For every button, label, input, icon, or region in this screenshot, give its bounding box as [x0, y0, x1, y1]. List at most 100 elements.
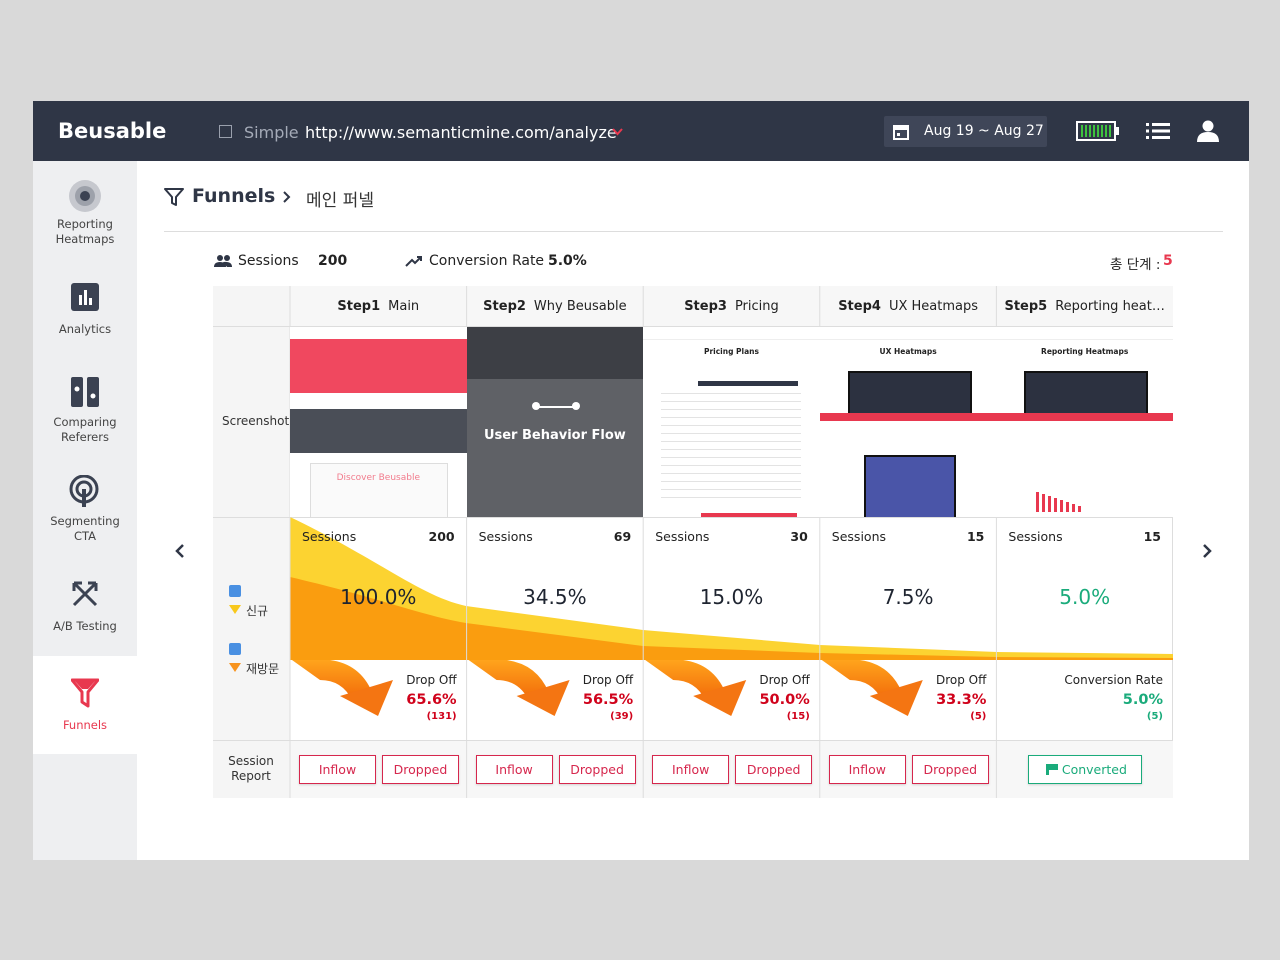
sessions-value: 200 [428, 529, 455, 544]
mock-chart-bar [1060, 500, 1064, 512]
legend-marker [229, 663, 241, 672]
mock-hero [466, 327, 644, 379]
legend-marker [229, 605, 241, 614]
report-button[interactable]: Dropped [735, 755, 813, 784]
mock-banner [290, 339, 467, 393]
mock-nav [819, 327, 997, 340]
drop-arrow [292, 660, 393, 716]
screenshot-title: Discover Beusable [336, 473, 420, 483]
step-percent: 100.0% [340, 585, 417, 609]
row-line [213, 517, 1173, 518]
report-button[interactable]: Dropped [382, 755, 459, 784]
legend-label: 신규 [246, 604, 269, 618]
ab-icon [72, 581, 98, 607]
drop-rate: 33.3% [936, 692, 987, 708]
report-button[interactable]: Inflow [475, 755, 553, 784]
step-label: Step2 [483, 299, 526, 314]
drop-rate: 5.0% [1122, 692, 1163, 708]
sessions-label: Sessions [302, 529, 357, 544]
divider [164, 231, 1223, 232]
drop-label: Drop Off [582, 673, 634, 687]
drop-arrow [645, 660, 747, 716]
heatmap-icon [69, 180, 101, 212]
sessions-icon [214, 255, 232, 267]
report-button[interactable]: Inflow [828, 755, 906, 784]
sessions-value: 15 [966, 529, 985, 544]
url-dropdown[interactable] [612, 128, 623, 136]
report-button[interactable]: Converted [1028, 755, 1143, 784]
screenshot[interactable]: Reporting Heatmaps [996, 327, 1173, 517]
legend-checkbox[interactable] [229, 643, 241, 655]
step-header: Step3 Pricing [643, 299, 820, 314]
sidebar-item[interactable]: A/B Testing [53, 619, 117, 633]
step-percent: 34.5% [523, 585, 587, 609]
conversion-label: Conversion Rate [429, 253, 545, 269]
sidebar-item[interactable]: Analytics [58, 322, 112, 336]
mode[interactable]: Simple [244, 123, 299, 142]
drop-arrow [821, 660, 923, 716]
breadcrumb-sep [283, 191, 291, 203]
row-label: Session Report [228, 754, 274, 783]
sidebar-item[interactable]: Comparing Referers [53, 415, 117, 444]
logo[interactable]: Beusable [58, 119, 167, 143]
steps-label: 총 단계 : [1110, 257, 1161, 273]
sessions-value: 200 [318, 253, 348, 269]
url[interactable]: http://www.semanticmine.com/analyze [305, 123, 617, 142]
drop-count: (5) [970, 711, 987, 722]
drop-count: (131) [426, 711, 457, 722]
report-button[interactable]: Inflow [652, 755, 730, 784]
screenshot[interactable]: UX Heatmaps [819, 327, 997, 517]
mock-monitor [847, 371, 972, 417]
step-name: Why Beusable [533, 299, 627, 314]
mock-band [996, 413, 1173, 421]
screenshot[interactable]: Pricing Plans [643, 327, 820, 517]
mock-chart-bar [1078, 506, 1082, 512]
sessions-label: Sessions [655, 529, 710, 544]
mock-dot [571, 402, 580, 410]
date-picker[interactable] [884, 116, 1047, 147]
report-button[interactable]: Dropped [911, 755, 989, 784]
mock-chart-bar [1036, 492, 1040, 512]
user-icon[interactable] [1196, 120, 1220, 142]
sidebar-item[interactable]: Funnels [62, 718, 108, 732]
next-arrow[interactable] [1201, 543, 1213, 559]
screenshot[interactable]: Discover Beusable [290, 327, 467, 517]
screenshot-title: Pricing Plans [703, 347, 759, 356]
drop-arrow [468, 660, 570, 716]
list-icon[interactable] [1146, 122, 1170, 140]
mock-dot [531, 402, 540, 410]
steps-count: 5 [1163, 253, 1173, 269]
row-line [213, 326, 1173, 327]
mock-table-row [661, 465, 802, 466]
step-label: Step4 [838, 299, 881, 314]
sidebar-item[interactable]: Segmenting CTA [50, 514, 120, 543]
screenshot[interactable]: User Behavior Flow [466, 327, 644, 517]
legend-label: 재방문 [246, 662, 280, 676]
step-name: Reporting heat… [1055, 299, 1165, 314]
report-button[interactable]: Inflow [299, 755, 376, 784]
mock-photo [290, 409, 467, 453]
sidebar-item[interactable]: Reporting Heatmaps [55, 217, 115, 246]
screenshot-title: Reporting Heatmaps [1041, 347, 1129, 356]
step-header: Step2 Why Beusable [467, 299, 644, 314]
sessions-label: Sessions [478, 529, 533, 544]
step-header: Step4 UX Heatmaps [820, 299, 997, 314]
step-name: UX Heatmaps [888, 299, 978, 314]
breadcrumb-section[interactable]: Funnels [192, 185, 276, 207]
sessions-label: Sessions [831, 529, 887, 544]
report-button[interactable]: Dropped [558, 755, 636, 784]
drop-rate: 65.6% [406, 692, 457, 708]
legend-checkbox[interactable] [229, 585, 241, 597]
sessions-value: 15 [1143, 529, 1161, 544]
mock-nav [643, 327, 820, 340]
sidebar-menu: Reporting Heatmaps Analytics Comparing Ref… [33, 0, 137, 960]
header-row [290, 286, 1173, 326]
step-percent: 7.5% [882, 585, 934, 609]
sessions-value: 30 [790, 529, 808, 544]
mock-chart-bar [1072, 504, 1076, 512]
drop-count: (5) [1146, 711, 1163, 722]
drop-label: Drop Off [759, 673, 810, 687]
prev-arrow[interactable] [174, 543, 186, 559]
